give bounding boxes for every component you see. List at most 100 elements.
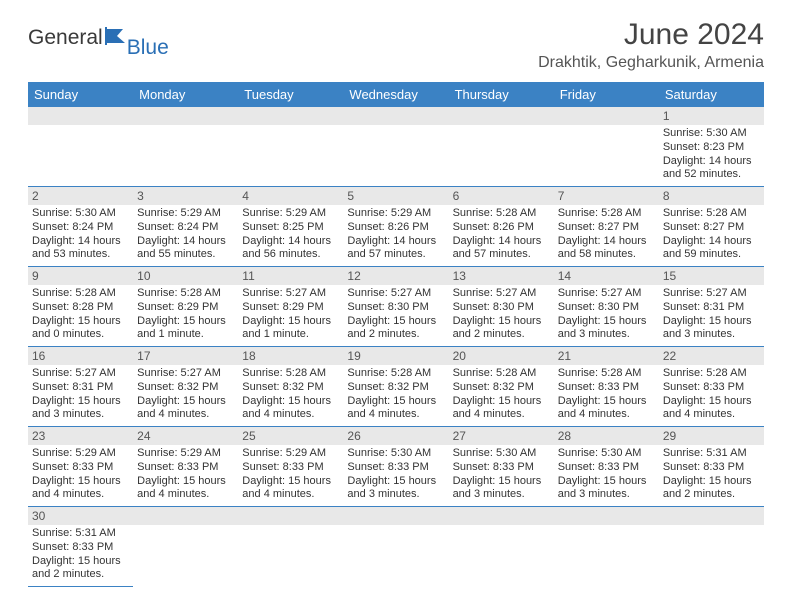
day-number — [343, 507, 448, 525]
calendar-day-cell: 4Sunrise: 5:29 AMSunset: 8:25 PMDaylight… — [238, 187, 343, 267]
logo-text-general: General — [28, 26, 103, 50]
day-body: Sunrise: 5:27 AMSunset: 8:30 PMDaylight:… — [554, 285, 659, 346]
day-body: Sunrise: 5:28 AMSunset: 8:32 PMDaylight:… — [343, 365, 448, 426]
day-number — [238, 107, 343, 125]
day-number: 3 — [133, 187, 238, 205]
sunset-text: Sunset: 8:30 PM — [453, 301, 550, 315]
day-body: Sunrise: 5:29 AMSunset: 8:33 PMDaylight:… — [133, 445, 238, 506]
sunrise-text: Sunrise: 5:29 AM — [347, 207, 444, 221]
calendar-day-cell: 16Sunrise: 5:27 AMSunset: 8:31 PMDayligh… — [28, 347, 133, 427]
day-number — [133, 107, 238, 125]
sunset-text: Sunset: 8:33 PM — [663, 381, 760, 395]
day-body: Sunrise: 5:28 AMSunset: 8:32 PMDaylight:… — [238, 365, 343, 426]
weekday-header: Friday — [554, 82, 659, 107]
day-number: 5 — [343, 187, 448, 205]
daylight-text: Daylight: 15 hours and 4 minutes. — [137, 475, 234, 503]
sunset-text: Sunset: 8:26 PM — [453, 221, 550, 235]
calendar-day-cell: 20Sunrise: 5:28 AMSunset: 8:32 PMDayligh… — [449, 347, 554, 427]
day-number: 15 — [659, 267, 764, 285]
daylight-text: Daylight: 14 hours and 56 minutes. — [242, 235, 339, 263]
calendar-header-row: SundayMondayTuesdayWednesdayThursdayFrid… — [28, 82, 764, 107]
daylight-text: Daylight: 15 hours and 3 minutes. — [453, 475, 550, 503]
calendar-day-cell: 26Sunrise: 5:30 AMSunset: 8:33 PMDayligh… — [343, 427, 448, 507]
calendar-page: General Blue June 2024 Drakhtik, Geghark… — [0, 0, 792, 605]
sunset-text: Sunset: 8:28 PM — [32, 301, 129, 315]
day-number: 8 — [659, 187, 764, 205]
day-number — [28, 107, 133, 125]
sunset-text: Sunset: 8:24 PM — [32, 221, 129, 235]
calendar-empty-cell — [133, 107, 238, 187]
daylight-text: Daylight: 15 hours and 4 minutes. — [242, 475, 339, 503]
day-number — [343, 107, 448, 125]
calendar-day-cell: 3Sunrise: 5:29 AMSunset: 8:24 PMDaylight… — [133, 187, 238, 267]
day-number: 29 — [659, 427, 764, 445]
day-body: Sunrise: 5:27 AMSunset: 8:30 PMDaylight:… — [449, 285, 554, 346]
day-number: 28 — [554, 427, 659, 445]
day-number — [238, 507, 343, 525]
day-number — [449, 507, 554, 525]
daylight-text: Daylight: 14 hours and 57 minutes. — [453, 235, 550, 263]
page-title: June 2024 — [538, 18, 764, 52]
daylight-text: Daylight: 15 hours and 3 minutes. — [347, 475, 444, 503]
day-body: Sunrise: 5:27 AMSunset: 8:31 PMDaylight:… — [659, 285, 764, 346]
sunrise-text: Sunrise: 5:29 AM — [137, 207, 234, 221]
calendar-week-row: 9Sunrise: 5:28 AMSunset: 8:28 PMDaylight… — [28, 267, 764, 347]
sunrise-text: Sunrise: 5:28 AM — [347, 367, 444, 381]
calendar-empty-cell — [133, 507, 238, 587]
sunset-text: Sunset: 8:30 PM — [347, 301, 444, 315]
calendar-day-cell: 1Sunrise: 5:30 AMSunset: 8:23 PMDaylight… — [659, 107, 764, 187]
daylight-text: Daylight: 15 hours and 4 minutes. — [663, 395, 760, 423]
calendar-empty-cell — [554, 507, 659, 587]
day-number: 24 — [133, 427, 238, 445]
sunset-text: Sunset: 8:25 PM — [242, 221, 339, 235]
sunset-text: Sunset: 8:31 PM — [32, 381, 129, 395]
calendar-day-cell: 11Sunrise: 5:27 AMSunset: 8:29 PMDayligh… — [238, 267, 343, 347]
sunset-text: Sunset: 8:33 PM — [347, 461, 444, 475]
day-number: 11 — [238, 267, 343, 285]
sunset-text: Sunset: 8:32 PM — [137, 381, 234, 395]
sunrise-text: Sunrise: 5:27 AM — [558, 287, 655, 301]
calendar-day-cell: 7Sunrise: 5:28 AMSunset: 8:27 PMDaylight… — [554, 187, 659, 267]
sunrise-text: Sunrise: 5:28 AM — [558, 367, 655, 381]
weekday-header: Thursday — [449, 82, 554, 107]
calendar-day-cell: 24Sunrise: 5:29 AMSunset: 8:33 PMDayligh… — [133, 427, 238, 507]
daylight-text: Daylight: 15 hours and 4 minutes. — [137, 395, 234, 423]
daylight-text: Daylight: 15 hours and 4 minutes. — [242, 395, 339, 423]
logo-text-blue: Blue — [127, 36, 169, 60]
sunrise-text: Sunrise: 5:28 AM — [32, 287, 129, 301]
day-number: 21 — [554, 347, 659, 365]
sunset-text: Sunset: 8:32 PM — [242, 381, 339, 395]
day-number: 18 — [238, 347, 343, 365]
calendar-empty-cell — [554, 107, 659, 187]
sunrise-text: Sunrise: 5:29 AM — [242, 207, 339, 221]
sunrise-text: Sunrise: 5:29 AM — [137, 447, 234, 461]
day-body: Sunrise: 5:28 AMSunset: 8:28 PMDaylight:… — [28, 285, 133, 346]
calendar-day-cell: 8Sunrise: 5:28 AMSunset: 8:27 PMDaylight… — [659, 187, 764, 267]
day-number: 1 — [659, 107, 764, 125]
day-body: Sunrise: 5:29 AMSunset: 8:24 PMDaylight:… — [133, 205, 238, 266]
sunrise-text: Sunrise: 5:30 AM — [663, 127, 760, 141]
daylight-text: Daylight: 15 hours and 4 minutes. — [558, 395, 655, 423]
sunrise-text: Sunrise: 5:30 AM — [347, 447, 444, 461]
daylight-text: Daylight: 15 hours and 2 minutes. — [347, 315, 444, 343]
daylight-text: Daylight: 15 hours and 4 minutes. — [347, 395, 444, 423]
day-number — [449, 107, 554, 125]
calendar-day-cell: 10Sunrise: 5:28 AMSunset: 8:29 PMDayligh… — [133, 267, 238, 347]
calendar-week-row: 1Sunrise: 5:30 AMSunset: 8:23 PMDaylight… — [28, 107, 764, 187]
sunset-text: Sunset: 8:29 PM — [137, 301, 234, 315]
calendar-day-cell: 22Sunrise: 5:28 AMSunset: 8:33 PMDayligh… — [659, 347, 764, 427]
sunset-text: Sunset: 8:32 PM — [347, 381, 444, 395]
sunrise-text: Sunrise: 5:27 AM — [347, 287, 444, 301]
calendar-week-row: 16Sunrise: 5:27 AMSunset: 8:31 PMDayligh… — [28, 347, 764, 427]
daylight-text: Daylight: 14 hours and 53 minutes. — [32, 235, 129, 263]
sunrise-text: Sunrise: 5:27 AM — [137, 367, 234, 381]
daylight-text: Daylight: 15 hours and 3 minutes. — [663, 315, 760, 343]
calendar-body: 1Sunrise: 5:30 AMSunset: 8:23 PMDaylight… — [28, 107, 764, 587]
calendar-day-cell: 25Sunrise: 5:29 AMSunset: 8:33 PMDayligh… — [238, 427, 343, 507]
sunset-text: Sunset: 8:31 PM — [663, 301, 760, 315]
sunset-text: Sunset: 8:27 PM — [663, 221, 760, 235]
calendar-empty-cell — [449, 507, 554, 587]
weekday-header: Sunday — [28, 82, 133, 107]
day-body: Sunrise: 5:31 AMSunset: 8:33 PMDaylight:… — [28, 525, 133, 586]
day-body: Sunrise: 5:28 AMSunset: 8:29 PMDaylight:… — [133, 285, 238, 346]
